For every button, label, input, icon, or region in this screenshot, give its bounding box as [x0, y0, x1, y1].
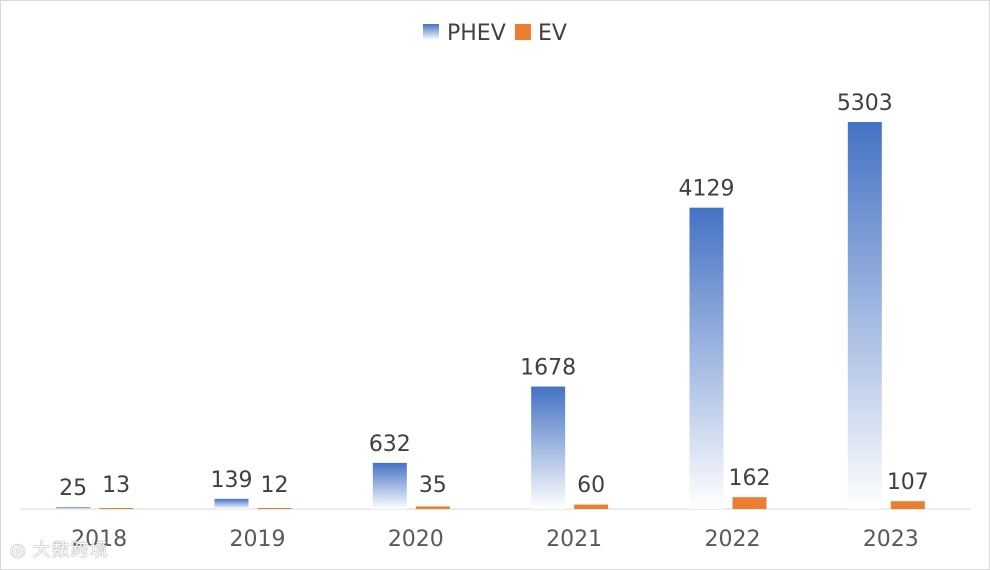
bar-phev-2020 [372, 462, 407, 509]
data-label-phev-2019: 139 [210, 468, 252, 493]
bar-phev-2019 [214, 498, 249, 509]
bar-phev-2023 [847, 122, 882, 509]
bar-ev-2022 [732, 497, 767, 509]
bar-ev-2018 [99, 508, 134, 509]
data-label-phev-2018: 25 [59, 476, 87, 501]
legend-swatch-ev [515, 24, 531, 40]
data-label-ev-2019: 12 [260, 473, 288, 498]
data-label-ev-2021: 60 [577, 473, 605, 498]
x-tick-2020: 2020 [388, 527, 444, 552]
bar-ev-2019 [257, 508, 292, 509]
bar-phev-2022 [689, 207, 724, 509]
data-label-ev-2022: 162 [728, 466, 770, 491]
x-tick-2018: 2018 [71, 527, 127, 552]
data-label-phev-2022: 4129 [678, 177, 734, 202]
legend-swatch-phev [423, 24, 439, 40]
bar-ev-2021 [574, 504, 609, 509]
data-label-phev-2021: 1678 [520, 356, 576, 381]
bar-ev-2020 [415, 506, 450, 509]
x-tick-2019: 2019 [229, 527, 285, 552]
watermark: ◎ 大数跨境 [10, 536, 109, 562]
bar-phev-2018 [56, 507, 91, 509]
data-label-ev-2018: 13 [102, 473, 130, 498]
legend: PHEV EV [423, 21, 567, 46]
data-label-phev-2020: 632 [369, 432, 411, 457]
x-tick-2021: 2021 [546, 527, 602, 552]
data-label-ev-2020: 35 [419, 473, 447, 498]
x-tick-2023: 2023 [863, 527, 919, 552]
legend-label-phev: PHEV [447, 21, 506, 46]
data-label-phev-2023: 5303 [837, 91, 893, 116]
bar-ev-2023 [890, 501, 925, 509]
x-tick-2022: 2022 [704, 527, 760, 552]
logo-mark-icon: ◎ [10, 540, 27, 561]
bar-phev-2021 [531, 386, 566, 509]
watermark-text: 大数跨境 [32, 540, 109, 561]
legend-label-ev: EV [538, 21, 567, 46]
data-label-ev-2023: 107 [887, 470, 929, 495]
